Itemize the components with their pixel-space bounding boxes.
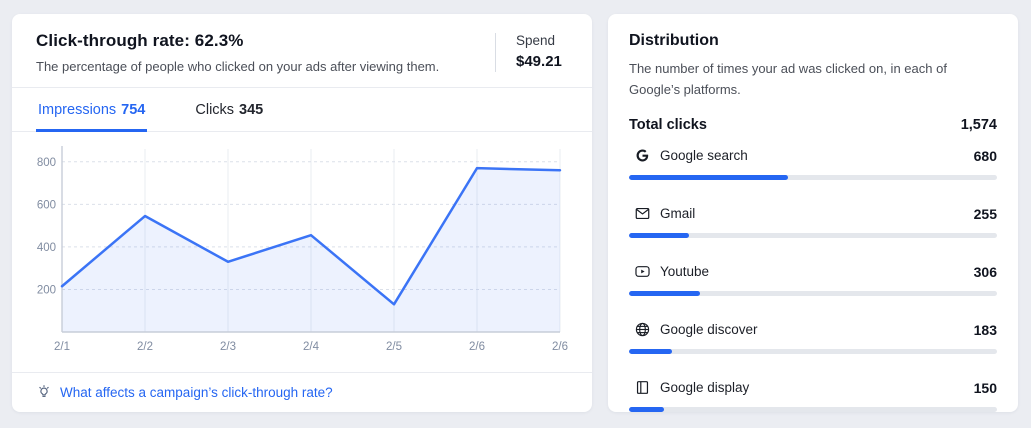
- impressions-chart-area: 200 400 600 800 2/1 2/2 2/3 2/4 2/5 2/6 2/6: [12, 132, 592, 372]
- progress-fill: [629, 175, 788, 180]
- tab-clicks[interactable]: Clicks 345: [193, 88, 265, 132]
- distribution-description: The number of times your ad was clicked …: [629, 61, 947, 97]
- tab-clicks-label: Clicks: [195, 102, 235, 118]
- platform-row: Google display 150: [629, 370, 997, 428]
- progress-fill: [629, 407, 664, 412]
- svg-text:2/6: 2/6: [552, 341, 568, 353]
- svg-text:200: 200: [37, 284, 56, 296]
- ctr-header: Click-through rate: 62.3% The percentage…: [12, 14, 592, 88]
- svg-text:2/4: 2/4: [303, 341, 320, 353]
- platform-label: Google discover: [660, 322, 758, 337]
- svg-text:2/3: 2/3: [220, 341, 236, 353]
- platform-label: Google display: [660, 380, 750, 395]
- platform-row: Youtube 306: [629, 254, 997, 312]
- svg-text:800: 800: [37, 157, 56, 169]
- tab-impressions[interactable]: Impressions 754: [36, 88, 148, 132]
- platform-value: 150: [973, 379, 997, 396]
- distribution-rows: Google search 680 Gmail 255 Youtube 306 Google…: [629, 138, 997, 428]
- platform-row: Google search 680: [629, 138, 997, 196]
- progress-bar: [629, 175, 997, 180]
- total-clicks-value: 1,574: [960, 117, 997, 133]
- ctr-footer: What affects a campaign’s click-through …: [12, 372, 592, 412]
- vertical-divider: [495, 33, 496, 72]
- progress-fill: [629, 291, 701, 296]
- total-clicks-row: Total clicks 1,574: [629, 117, 997, 133]
- progress-bar: [629, 291, 997, 296]
- tab-impressions-count: 754: [121, 102, 146, 118]
- platform-value: 306: [973, 263, 997, 280]
- ctr-help-link[interactable]: What affects a campaign’s click-through …: [60, 384, 333, 400]
- globe-icon: [634, 321, 651, 338]
- progress-bar: [629, 349, 997, 354]
- svg-text:400: 400: [37, 242, 56, 254]
- platform-row: Gmail 255: [629, 196, 997, 254]
- distribution-card: Distribution The number of times your ad…: [608, 14, 1018, 412]
- youtube-icon: [634, 263, 651, 280]
- lightbulb-icon: [36, 384, 52, 400]
- platform-label: Gmail: [660, 206, 696, 221]
- platform-label: Youtube: [660, 264, 710, 279]
- click-through-rate-card: Click-through rate: 62.3% The percentage…: [12, 14, 592, 412]
- svg-text:2/1: 2/1: [54, 341, 70, 353]
- progress-fill: [629, 349, 672, 354]
- platform-row: Google discover 183: [629, 312, 997, 370]
- impressions-line-chart: 200 400 600 800 2/1 2/2 2/3 2/4 2/5 2/6 2/6: [37, 146, 568, 353]
- document-icon: [634, 379, 651, 396]
- spend-label: Spend: [516, 33, 556, 48]
- google-g-icon: [634, 147, 651, 164]
- progress-bar: [629, 407, 997, 412]
- progress-bar: [629, 233, 997, 238]
- svg-text:600: 600: [37, 199, 56, 211]
- platform-value: 183: [973, 321, 997, 338]
- progress-fill: [629, 233, 689, 238]
- spend-block: Spend $49.21: [516, 31, 568, 74]
- svg-text:2/6: 2/6: [469, 341, 485, 353]
- platform-value: 680: [973, 147, 997, 164]
- total-clicks-label: Total clicks: [629, 117, 707, 133]
- tab-clicks-count: 345: [239, 102, 264, 118]
- ctr-title: Click-through rate: 62.3%: [36, 31, 244, 50]
- distribution-title: Distribution: [629, 32, 719, 49]
- metric-tabs: Impressions 754 Clicks 345: [12, 88, 592, 132]
- svg-text:2/2: 2/2: [137, 341, 153, 353]
- ctr-description: The percentage of people who clicked on …: [36, 59, 440, 74]
- spend-value: $49.21: [516, 53, 562, 70]
- tab-impressions-label: Impressions: [38, 102, 117, 118]
- svg-text:2/5: 2/5: [386, 341, 402, 353]
- gmail-icon: [634, 205, 651, 222]
- platform-label: Google search: [660, 148, 748, 163]
- platform-value: 255: [973, 205, 997, 222]
